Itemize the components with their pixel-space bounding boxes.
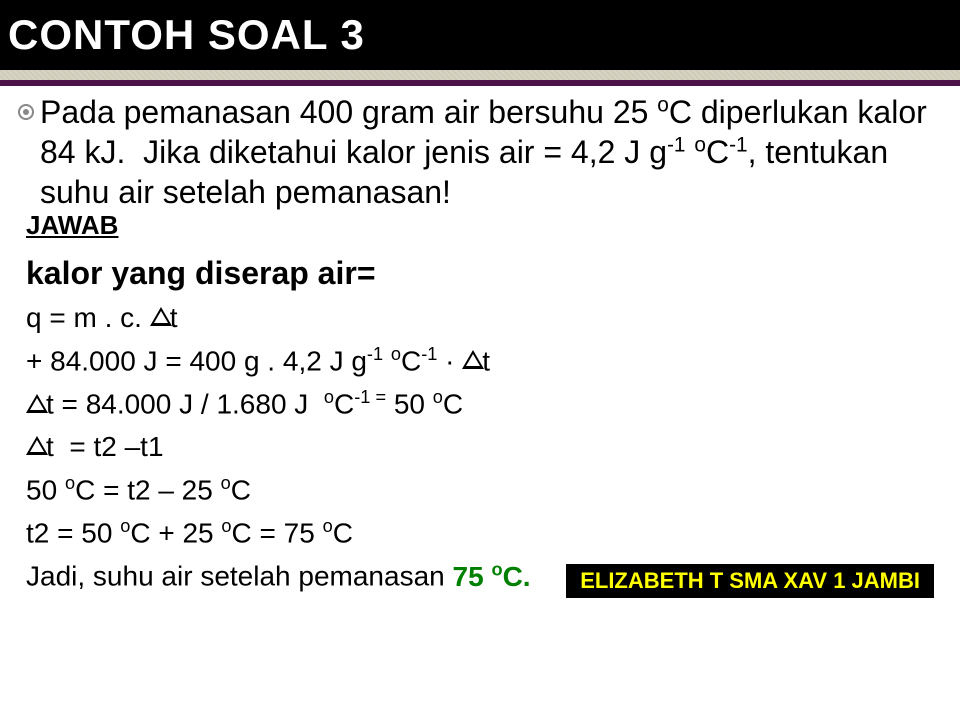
bullet-icon bbox=[18, 104, 34, 120]
problem-text: Pada pemanasan 400 gram air bersuhu 25 o… bbox=[40, 92, 942, 212]
work-line: t = 84.000 J / 1.680 J oC-1 = 50 oC bbox=[26, 387, 942, 420]
slide-content: Pada pemanasan 400 gram air bersuhu 25 o… bbox=[0, 86, 960, 593]
problem-block: Pada pemanasan 400 gram air bersuhu 25 o… bbox=[18, 92, 942, 212]
work-line: t = t2 –t1 bbox=[26, 431, 942, 463]
work-line: 50 oC = t2 – 25 oC bbox=[26, 473, 942, 506]
work-line: q = m . c. t bbox=[26, 302, 942, 334]
conclusion-prefix: Jadi, suhu air setelah pemanasan bbox=[26, 561, 453, 592]
slide-title: CONTOH SOAL 3 bbox=[8, 11, 365, 59]
work-lines: q = m . c. t + 84.000 J = 400 g . 4,2 J g… bbox=[18, 302, 942, 549]
conclusion-value: 75 oC. bbox=[453, 561, 531, 592]
slide-title-bar: CONTOH SOAL 3 bbox=[0, 0, 960, 70]
answer-label: JAWAB bbox=[26, 210, 942, 241]
section-heading: kalor yang diserap air= bbox=[26, 255, 942, 292]
credit-box: ELIZABETH T SMA XAV 1 JAMBI bbox=[566, 564, 934, 598]
work-line: t2 = 50 oC + 25 oC = 75 oC bbox=[26, 516, 942, 549]
accent-strip bbox=[0, 70, 960, 86]
work-line: + 84.000 J = 400 g . 4,2 J g-1 oC-1 · t bbox=[26, 344, 942, 377]
